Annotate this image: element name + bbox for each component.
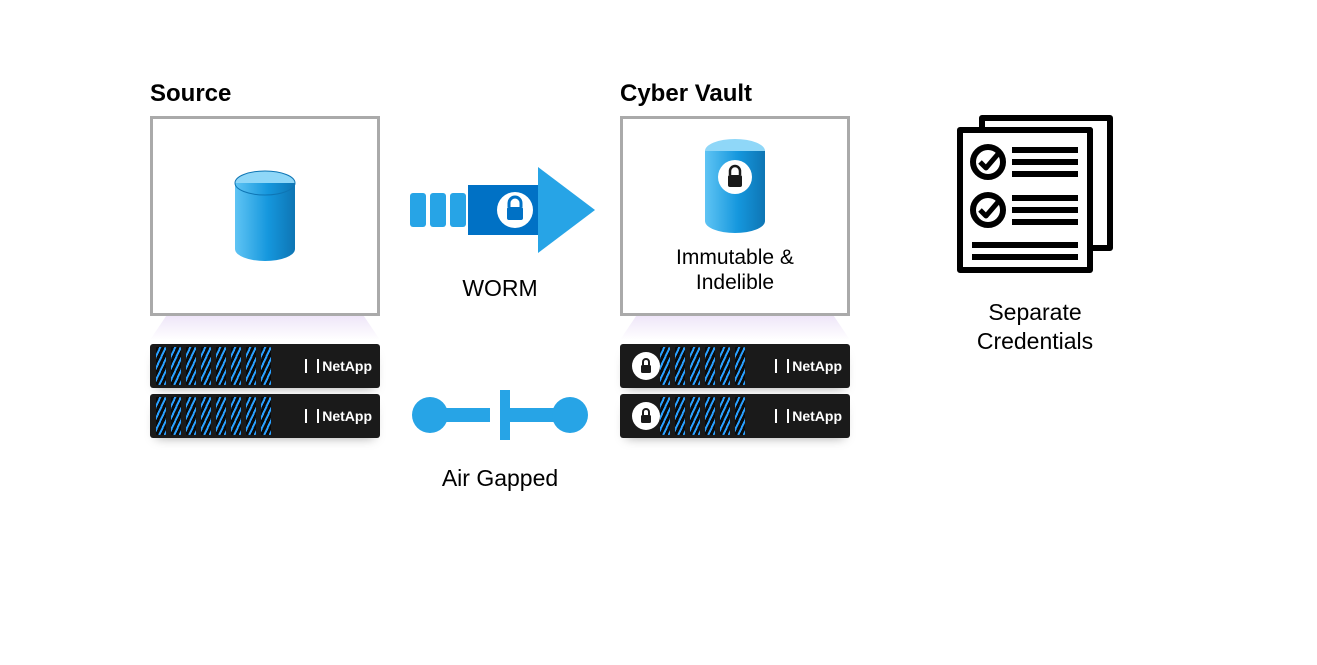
credentials-column: Separate Credentials (930, 110, 1140, 356)
brand-label: NetApp (305, 358, 372, 374)
unit-slats (156, 347, 271, 385)
lock-icon (639, 408, 653, 424)
unit-slats (156, 397, 271, 435)
lock-icon (639, 358, 653, 374)
vault-column: Cyber Vault Immutable & I (620, 80, 850, 444)
database-icon (230, 169, 300, 264)
worm-column: WORM (400, 155, 600, 302)
credentials-label: Separate Credentials (977, 298, 1093, 356)
unit-lock-badge (632, 352, 660, 380)
netapp-mark-icon (775, 359, 789, 373)
source-column: Source (150, 80, 380, 444)
brand-label: NetApp (775, 408, 842, 424)
worm-arrow-icon (400, 155, 600, 265)
netapp-mark-icon (305, 409, 319, 423)
cyber-vault-diagram: Source (150, 80, 1250, 580)
unit-slats (660, 347, 745, 385)
airgap-icon (400, 375, 600, 455)
unit-lock-badge (632, 402, 660, 430)
storage-unit: NetApp (620, 394, 850, 438)
source-projector (150, 316, 380, 340)
vault-rack: NetApp NetApp (620, 344, 850, 438)
vault-box-label-line2: Indelible (696, 271, 774, 294)
netapp-mark-icon (305, 359, 319, 373)
storage-unit: NetApp (150, 344, 380, 388)
vault-box: Immutable & Indelible (620, 116, 850, 316)
credentials-label-line1: Separate (988, 299, 1081, 325)
brand-text: NetApp (792, 358, 842, 374)
vault-box-label-line1: Immutable & (676, 246, 794, 269)
brand-text: NetApp (322, 408, 372, 424)
brand-text: NetApp (792, 408, 842, 424)
storage-unit: NetApp (620, 344, 850, 388)
airgap-label: Air Gapped (442, 465, 558, 492)
worm-label: WORM (462, 275, 537, 302)
source-box (150, 116, 380, 316)
storage-unit: NetApp (150, 394, 380, 438)
vault-box-label: Immutable & Indelible (676, 245, 794, 295)
brand-label: NetApp (305, 408, 372, 424)
checklist-document-icon (950, 110, 1120, 280)
netapp-mark-icon (775, 409, 789, 423)
source-rack: NetApp NetApp (150, 344, 380, 438)
credentials-label-line2: Credentials (977, 328, 1093, 354)
airgap-column: Air Gapped (400, 375, 600, 492)
vault-projector (620, 316, 850, 340)
source-title: Source (150, 80, 380, 108)
brand-text: NetApp (322, 358, 372, 374)
unit-slats (660, 397, 745, 435)
locked-database-icon (700, 137, 770, 237)
brand-label: NetApp (775, 358, 842, 374)
vault-title: Cyber Vault (620, 80, 850, 108)
